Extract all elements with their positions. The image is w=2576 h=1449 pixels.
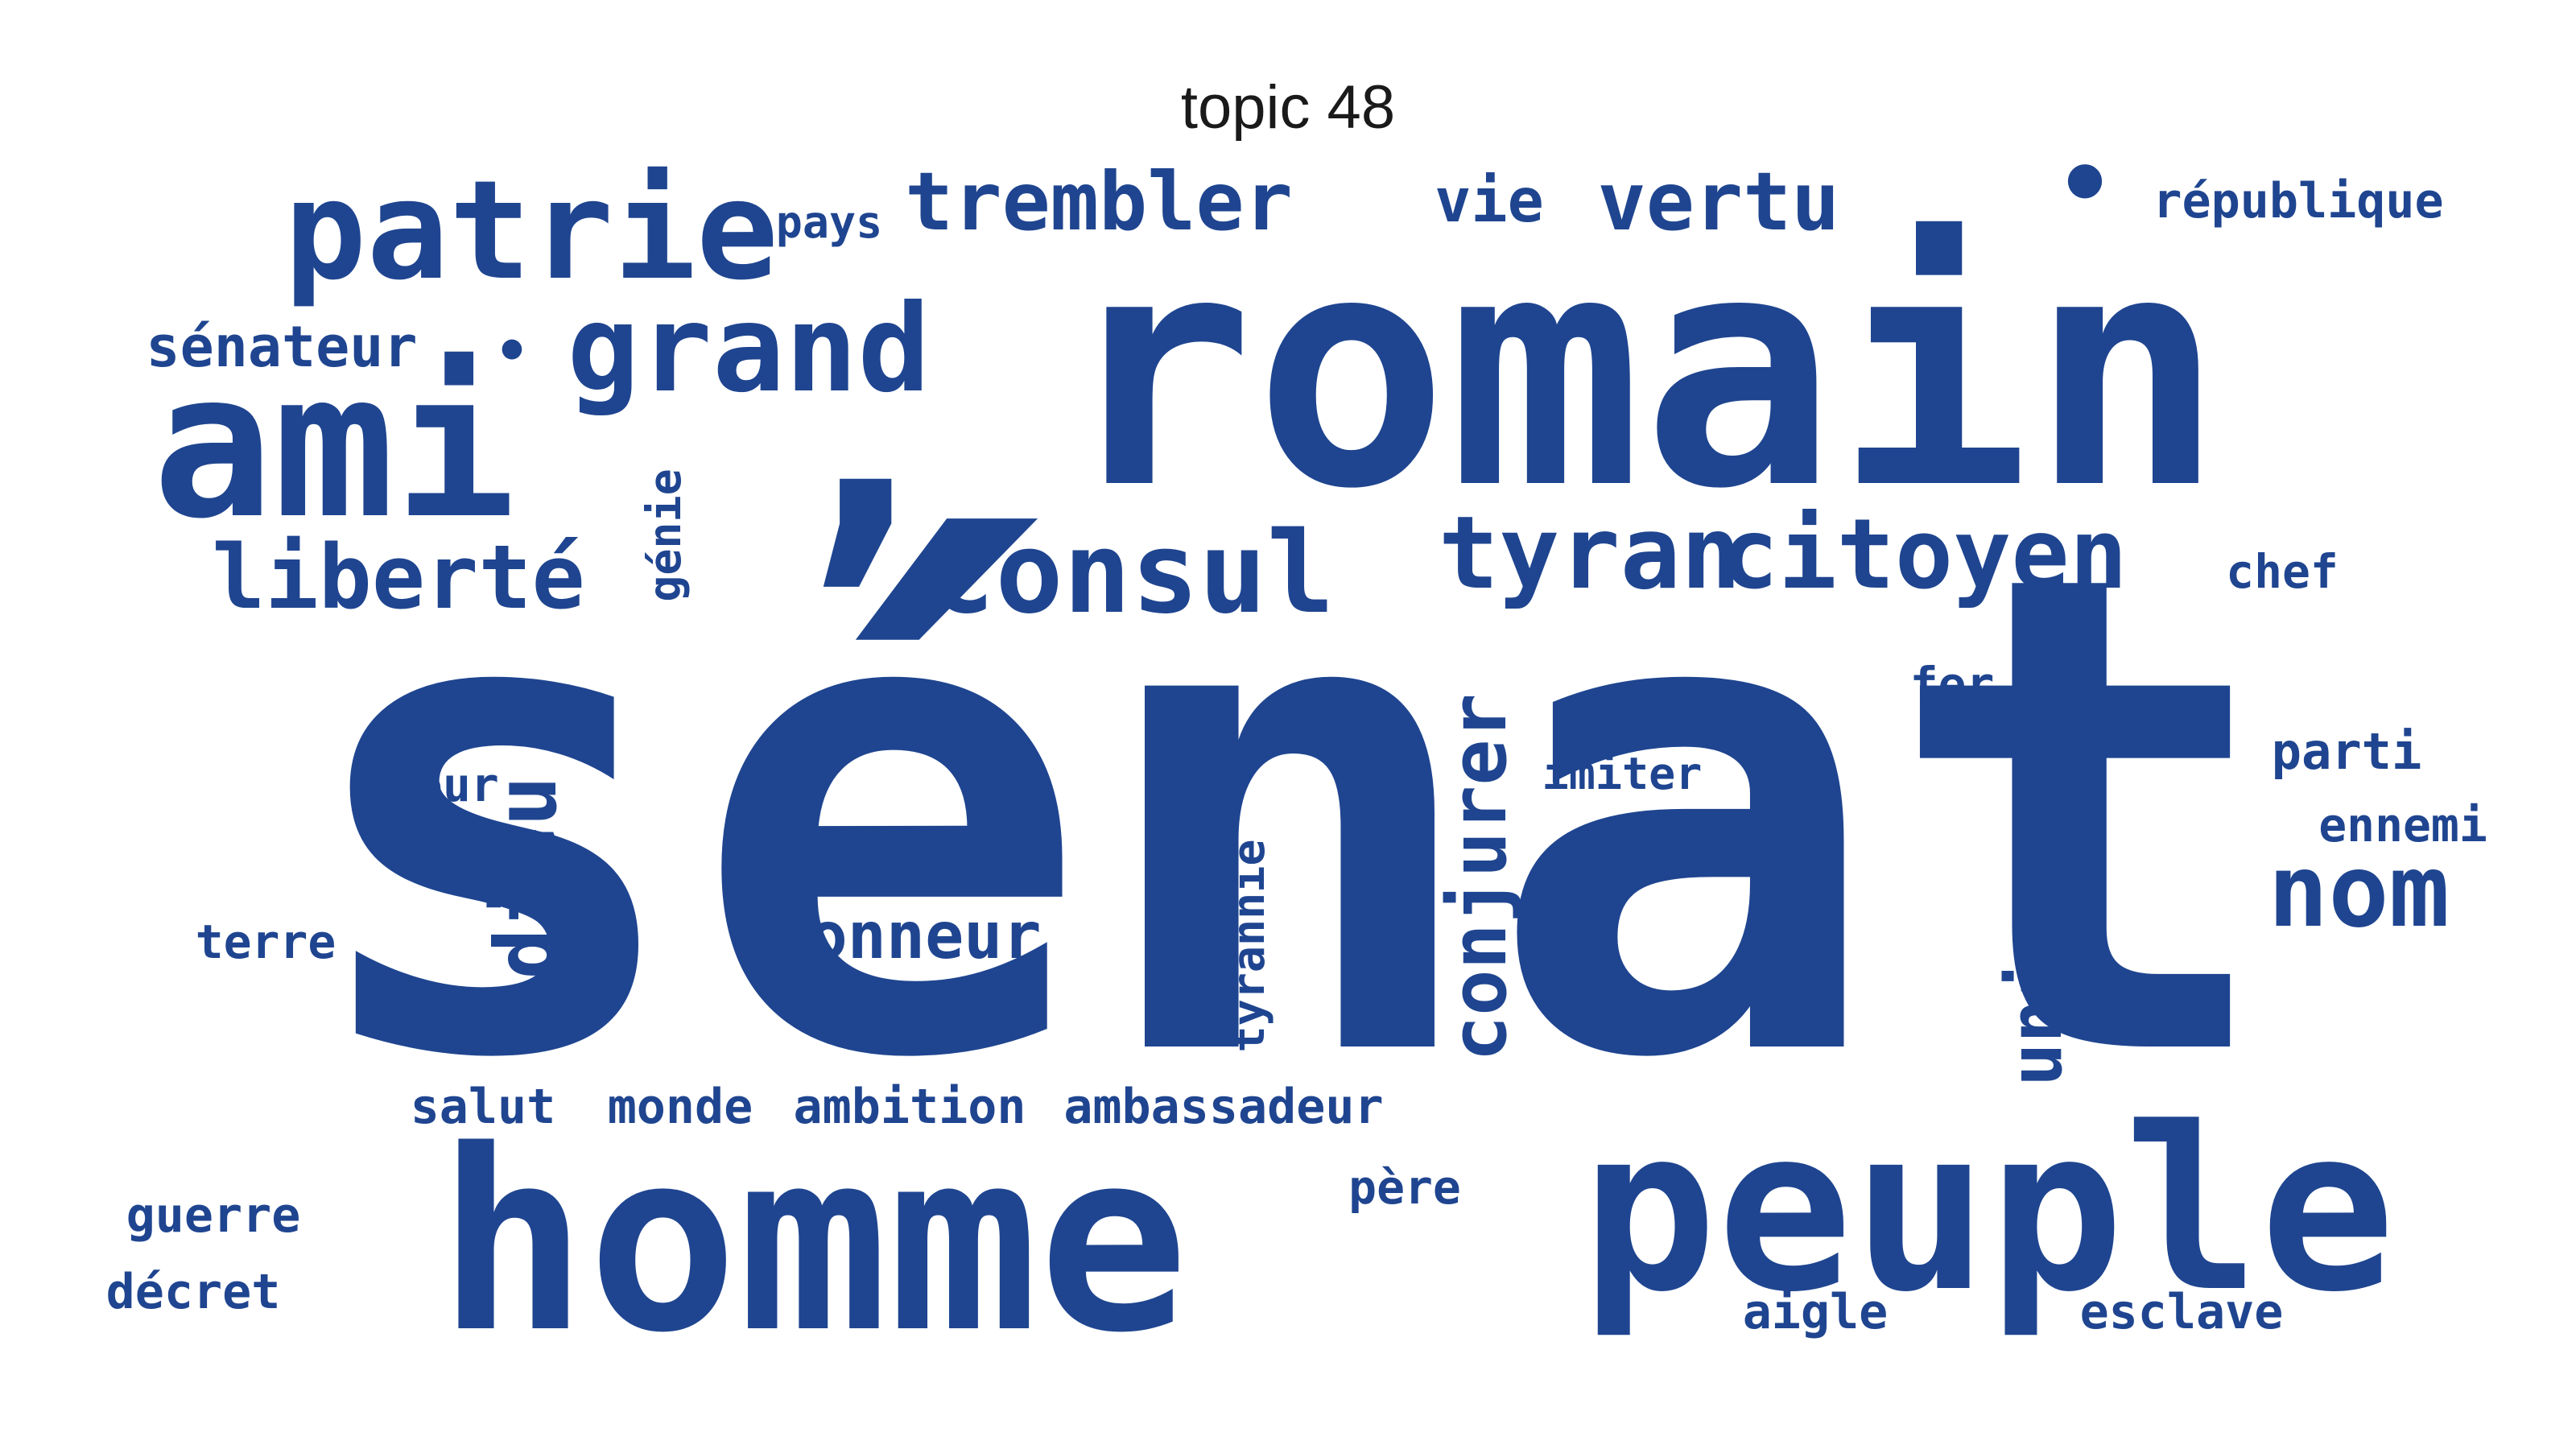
punctuation-mark: • <box>495 318 529 384</box>
word-tour: tour <box>386 758 499 812</box>
word-ambassadeur: ambassadeur <box>1063 1079 1383 1135</box>
word-romain: romain <box>1061 185 2224 559</box>
word-senat: sénat <box>295 435 2281 1203</box>
word-tyrannie: tyrannie <box>1223 840 1274 1053</box>
word-patrie: patrie <box>284 151 778 311</box>
word-senateur: sénateur <box>146 314 417 380</box>
word-pays: pays <box>776 196 882 248</box>
word-ambition: ambition <box>794 1079 1026 1135</box>
word-guerre: guerre <box>126 1187 301 1244</box>
word-monde: monde <box>608 1079 753 1135</box>
word-homme: homme <box>437 1097 1188 1388</box>
word-dieu: dieu <box>477 776 576 980</box>
word-conjurer: conjurer <box>1435 693 1524 1062</box>
word-parti: parti <box>2272 722 2422 781</box>
word-vie: vie <box>1435 165 1543 236</box>
word-univers: univers <box>1994 781 2079 1086</box>
word-fer: fer <box>1910 657 1995 712</box>
word-chef: chef <box>2226 544 2339 599</box>
word-vertu: vertu <box>1597 155 1839 249</box>
word-terre: terre <box>196 914 336 969</box>
word-peuple: peuple <box>1581 1080 2395 1342</box>
word-citoyen: citoyen <box>1720 499 2128 611</box>
word-pere: père <box>1348 1160 1461 1215</box>
word-ami: ami <box>152 328 516 563</box>
word-genie: génie <box>639 469 691 602</box>
word-liberte: liberté <box>212 526 585 629</box>
word-tyran: tyran <box>1439 495 1741 612</box>
word-ennemi: ennemi <box>2318 798 2487 852</box>
word-nom: nom <box>2268 833 2450 950</box>
word-grand: grand <box>567 279 931 419</box>
word-republique: république <box>2153 173 2443 229</box>
chart-title: topic 48 <box>1180 73 1396 142</box>
word-imiter: imiter <box>1542 748 1703 799</box>
word-decret: décret <box>106 1264 281 1320</box>
punctuation-mark: , <box>764 226 968 620</box>
word-aigle: aigle <box>1743 1284 1889 1340</box>
word-trembler: trembler <box>905 155 1293 249</box>
punctuation-mark: • <box>2056 129 2114 241</box>
word-consul: consul <box>927 508 1335 639</box>
word-honneur: honneur <box>770 898 1041 973</box>
word-esclave: esclave <box>2080 1284 2284 1340</box>
word-salut: salut <box>411 1079 556 1135</box>
